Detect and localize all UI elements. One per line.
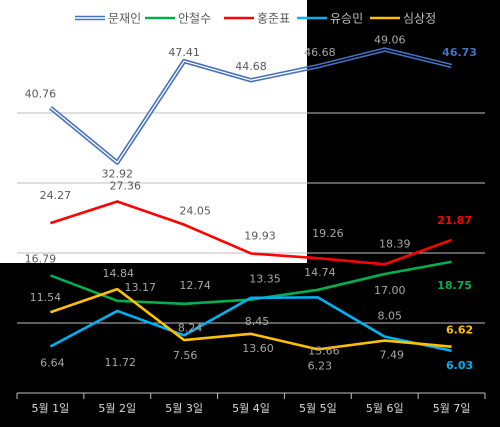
data-label: 8.45 — [245, 315, 270, 328]
data-label: 12.74 — [179, 279, 211, 292]
legend-item: 유승민 — [297, 12, 363, 26]
data-label: 13.60 — [242, 342, 274, 355]
data-label: 49.06 — [374, 34, 406, 47]
x-tick-label: 5월 3일 — [165, 401, 203, 415]
legend-item: 문재인 — [75, 12, 141, 26]
data-label: 18.39 — [379, 237, 411, 250]
data-label: 46.68 — [304, 46, 336, 59]
x-tick-label: 5월 7일 — [433, 401, 471, 415]
data-label: 13.66 — [308, 344, 340, 357]
legend-item: 홍준표 — [224, 12, 290, 26]
x-tick-label: 5월 1일 — [32, 401, 70, 415]
data-label: 40.76 — [25, 88, 57, 101]
data-label: 8.24 — [178, 321, 203, 334]
data-label: 19.26 — [312, 227, 344, 240]
data-label: 46.73 — [442, 46, 477, 59]
x-tick-label: 5월 4일 — [232, 401, 270, 415]
data-label: 11.72 — [105, 356, 137, 369]
series-line-4 — [50, 287, 452, 351]
data-label: 13.17 — [125, 281, 157, 294]
data-label: 6.62 — [446, 324, 473, 337]
data-label: 19.93 — [244, 229, 276, 242]
data-label: 24.05 — [179, 205, 211, 218]
data-labels: 40.76 32.92 47.41 44.68 46.68 49.06 46.73 16.79… — [25, 34, 477, 373]
data-label: 7.49 — [379, 349, 404, 362]
legend-item: 안철수 — [145, 12, 211, 26]
series-line-2 — [50, 200, 453, 266]
data-label: 27.36 — [110, 179, 142, 192]
data-label: 21.87 — [437, 214, 472, 227]
legend-label: 심상정 — [403, 12, 436, 26]
legend-label: 안철수 — [178, 12, 211, 26]
series-line-inner-light-0 — [49, 60, 307, 164]
series-line-3 — [49, 296, 452, 353]
legend-label: 문재인 — [108, 12, 141, 26]
data-label: 32.92 — [102, 168, 134, 181]
series-line-1 — [49, 260, 452, 306]
x-tick-label: 5월 6일 — [366, 401, 404, 415]
x-tick-label: 5월 5일 — [299, 401, 337, 415]
data-label: 7.56 — [173, 349, 198, 362]
data-label: 14.74 — [304, 266, 336, 279]
data-label: 6.23 — [308, 359, 333, 372]
x-axis: 5월 1일 5월 2일 5월 3일 5월 4일 5월 5일 5월 6일 5월 7일 — [16, 392, 486, 415]
data-label: 14.84 — [103, 267, 135, 280]
legend-item: 심상정 — [370, 12, 436, 26]
data-label: 8.05 — [377, 310, 402, 323]
data-label: 44.68 — [235, 60, 267, 73]
data-label: 47.41 — [168, 46, 200, 59]
data-label: 13.35 — [249, 273, 281, 286]
data-label: 16.79 — [25, 252, 57, 265]
data-label: 17.00 — [374, 284, 406, 297]
light-panel — [0, 0, 307, 263]
data-label: 24.27 — [40, 189, 72, 202]
data-label: 18.75 — [437, 279, 472, 292]
data-label: 6.64 — [40, 357, 65, 370]
legend-label: 유승민 — [330, 12, 363, 26]
x-tick-label: 5월 2일 — [98, 401, 136, 415]
series-lines — [49, 47, 453, 353]
data-label: 6.03 — [446, 359, 473, 372]
legend-label: 홍준표 — [257, 12, 290, 26]
legend: 문재인 안철수 홍준표 유승민 심상정 — [75, 12, 436, 26]
data-label: 11.54 — [30, 291, 62, 304]
